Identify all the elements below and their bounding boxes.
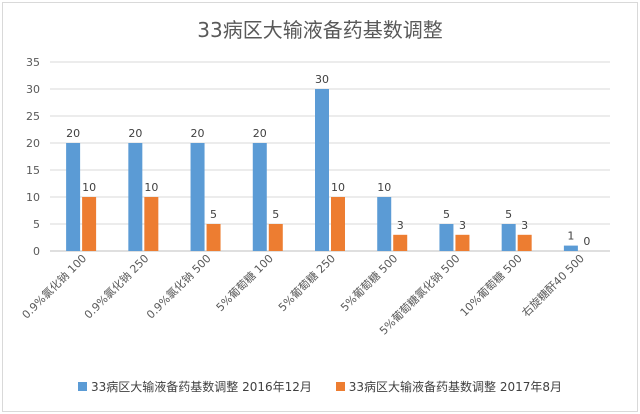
data-label: 3 — [521, 219, 528, 232]
x-tick-label: 右旋糖酐40 500 — [519, 251, 587, 319]
legend-label-2016: 33病区大输液备药基数调整 2016年12月 — [91, 380, 312, 394]
data-label: 10 — [144, 181, 158, 194]
y-tick-label: 20 — [26, 137, 40, 150]
bar-s1-0 — [66, 143, 81, 251]
data-label: 20 — [66, 127, 80, 140]
data-label: 10 — [331, 181, 345, 194]
data-label: 20 — [128, 127, 142, 140]
data-label: 3 — [397, 219, 404, 232]
x-tick-label: 0.9%氯化钠 100 — [19, 251, 89, 321]
x-tick-label: 0.9%氯化钠 250 — [81, 251, 151, 321]
y-tick-label: 35 — [26, 56, 40, 69]
bar-s2-7 — [517, 234, 532, 251]
bar-s2-4 — [331, 197, 345, 251]
data-label: 1 — [567, 230, 574, 243]
bar-s1-3 — [252, 143, 267, 251]
x-tick-label: 0.9%氯化钠 500 — [143, 251, 213, 321]
legend: 33病区大输液备药基数调整 2016年12月 33病区大输液备药基数调整 201… — [0, 378, 640, 395]
bar-s1-4 — [315, 89, 329, 251]
data-label: 5 — [505, 208, 512, 221]
bar-s1-5 — [377, 197, 392, 251]
data-label: 5 — [272, 208, 279, 221]
legend-item-2016: 33病区大输液备药基数调整 2016年12月 — [78, 378, 312, 395]
x-tick-label: 5%葡萄糖 100 — [213, 251, 276, 314]
x-tick-label: 5%葡萄糖 250 — [275, 251, 338, 314]
y-tick-label: 25 — [26, 110, 40, 123]
bar-s1-1 — [128, 143, 143, 251]
data-label: 3 — [459, 219, 466, 232]
bar-s1-6 — [439, 224, 454, 251]
x-tick-label: 5%葡萄糖 500 — [337, 251, 400, 314]
data-label: 5 — [210, 208, 217, 221]
legend-swatch-2017 — [335, 382, 345, 391]
bar-s2-3 — [268, 224, 283, 251]
data-label: 10 — [377, 181, 391, 194]
bar-s1-2 — [190, 143, 205, 251]
data-label: 5 — [443, 208, 450, 221]
bar-s2-0 — [82, 197, 97, 251]
chart-title: 33病区大输液备药基数调整 — [197, 18, 443, 42]
legend-item-2017: 33病区大输液备药基数调整 2017年8月 — [335, 378, 562, 395]
data-label: 30 — [315, 73, 329, 86]
data-label: 20 — [191, 127, 205, 140]
data-label: 10 — [82, 181, 96, 194]
y-tick-label: 5 — [33, 218, 40, 231]
bar-s2-6 — [455, 234, 470, 251]
y-tick-label: 30 — [26, 83, 40, 96]
y-tick-label: 10 — [26, 191, 40, 204]
bar-s2-5 — [393, 234, 408, 251]
y-tick-label: 0 — [33, 245, 40, 258]
bar-s2-1 — [144, 197, 159, 251]
data-label: 0 — [583, 235, 590, 248]
data-label: 20 — [253, 127, 267, 140]
bar-s1-8 — [563, 245, 578, 251]
y-tick-label: 15 — [26, 164, 40, 177]
legend-swatch-2016 — [78, 382, 87, 391]
x-tick-label: 10%葡萄糖 500 — [457, 251, 525, 319]
legend-label-2017: 33病区大输液备药基数调整 2017年8月 — [348, 380, 562, 394]
bar-s2-2 — [206, 224, 221, 251]
bar-s1-7 — [501, 224, 516, 251]
